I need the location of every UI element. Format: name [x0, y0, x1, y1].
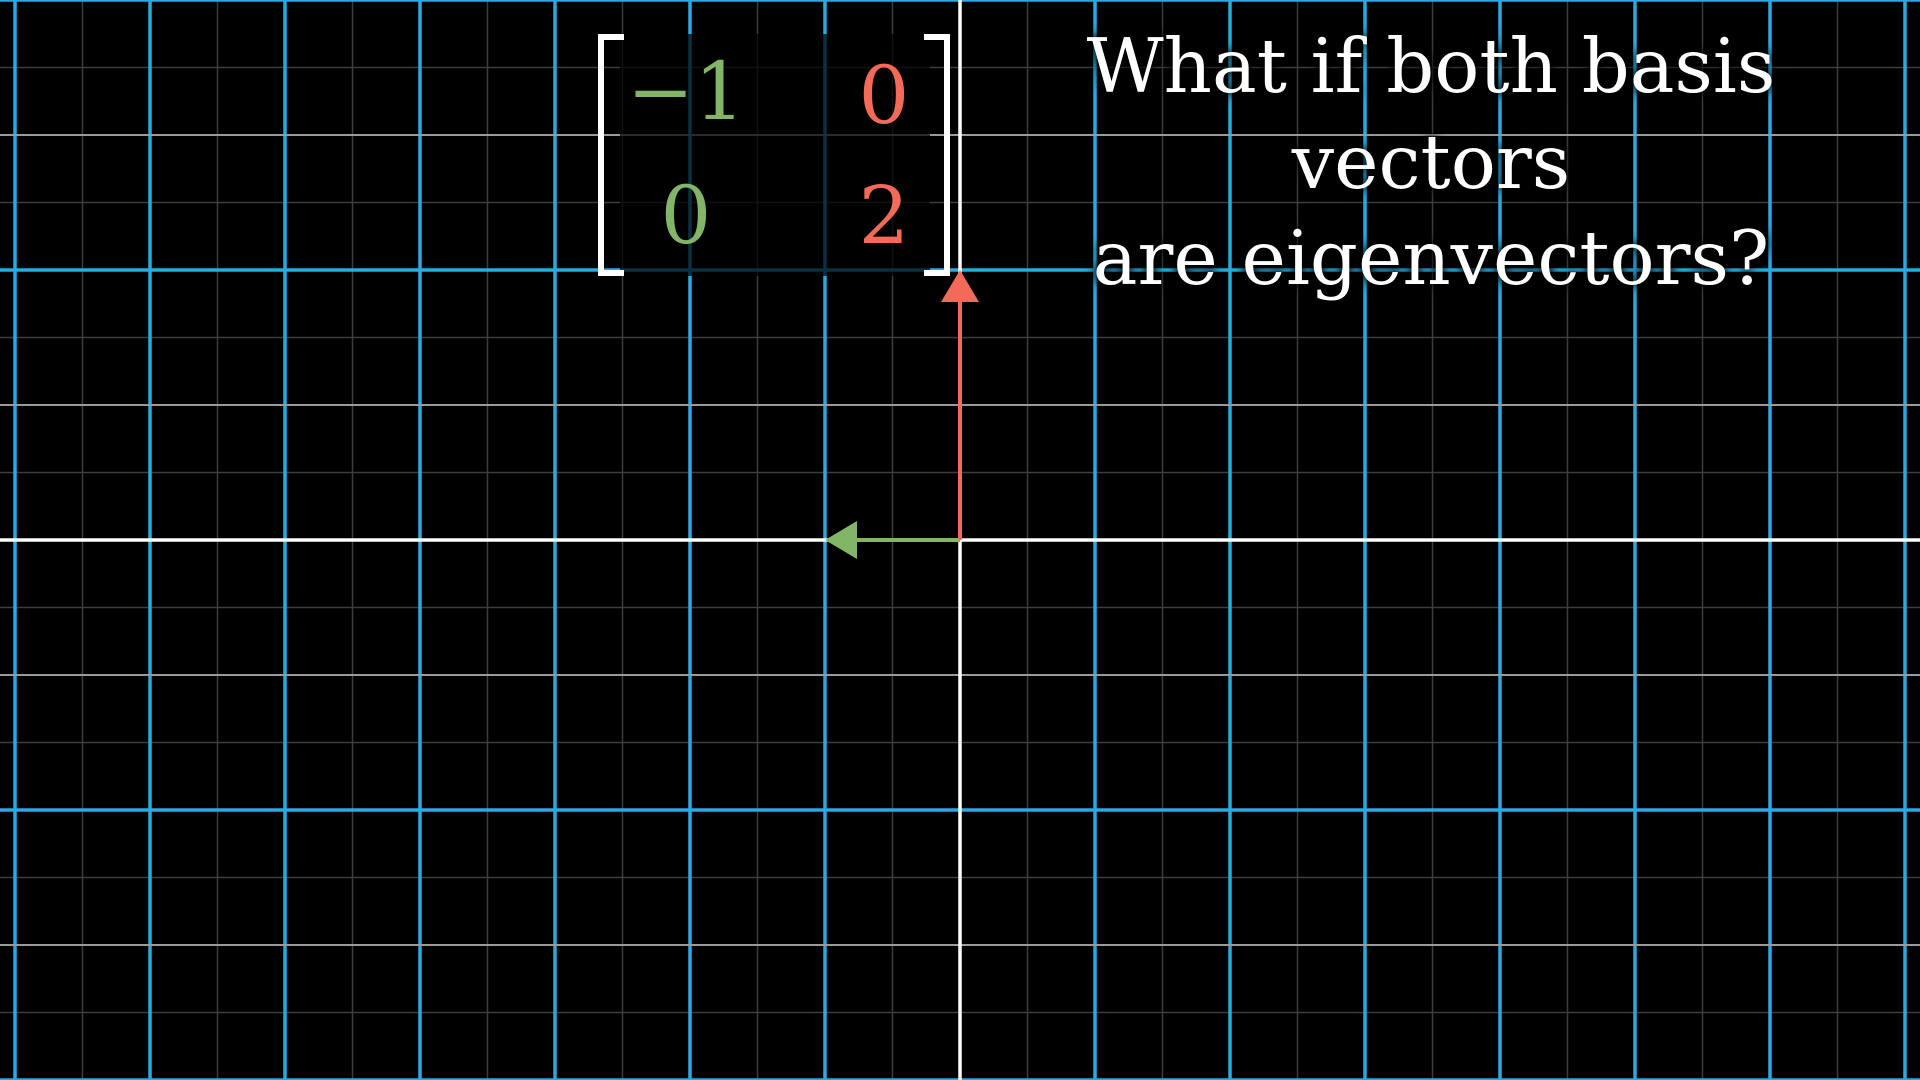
matrix-entry-1-1: −1 [627, 45, 745, 138]
matrix-entry-2-2: 2 [858, 169, 910, 262]
matrix-left-bracket [598, 34, 624, 276]
basis-vectors [825, 270, 979, 559]
i-hat-arrow [825, 521, 960, 559]
j-hat-arrow-head [941, 270, 979, 302]
transformation-matrix: −1 0 0 2 [598, 34, 950, 276]
matrix-backdrop [620, 34, 930, 276]
matrix-entry-1-2: 0 [858, 49, 910, 142]
question-caption: What if both basis vectors are eigenvect… [966, 18, 1896, 306]
i-hat-arrow-head [825, 521, 857, 559]
question-line-1: What if both basis vectors [1086, 22, 1776, 206]
matrix-right-bracket [924, 34, 950, 276]
j-hat-arrow [941, 270, 979, 540]
question-line-2: are eigenvectors? [1092, 214, 1770, 302]
matrix-entry-2-1: 0 [660, 169, 712, 262]
